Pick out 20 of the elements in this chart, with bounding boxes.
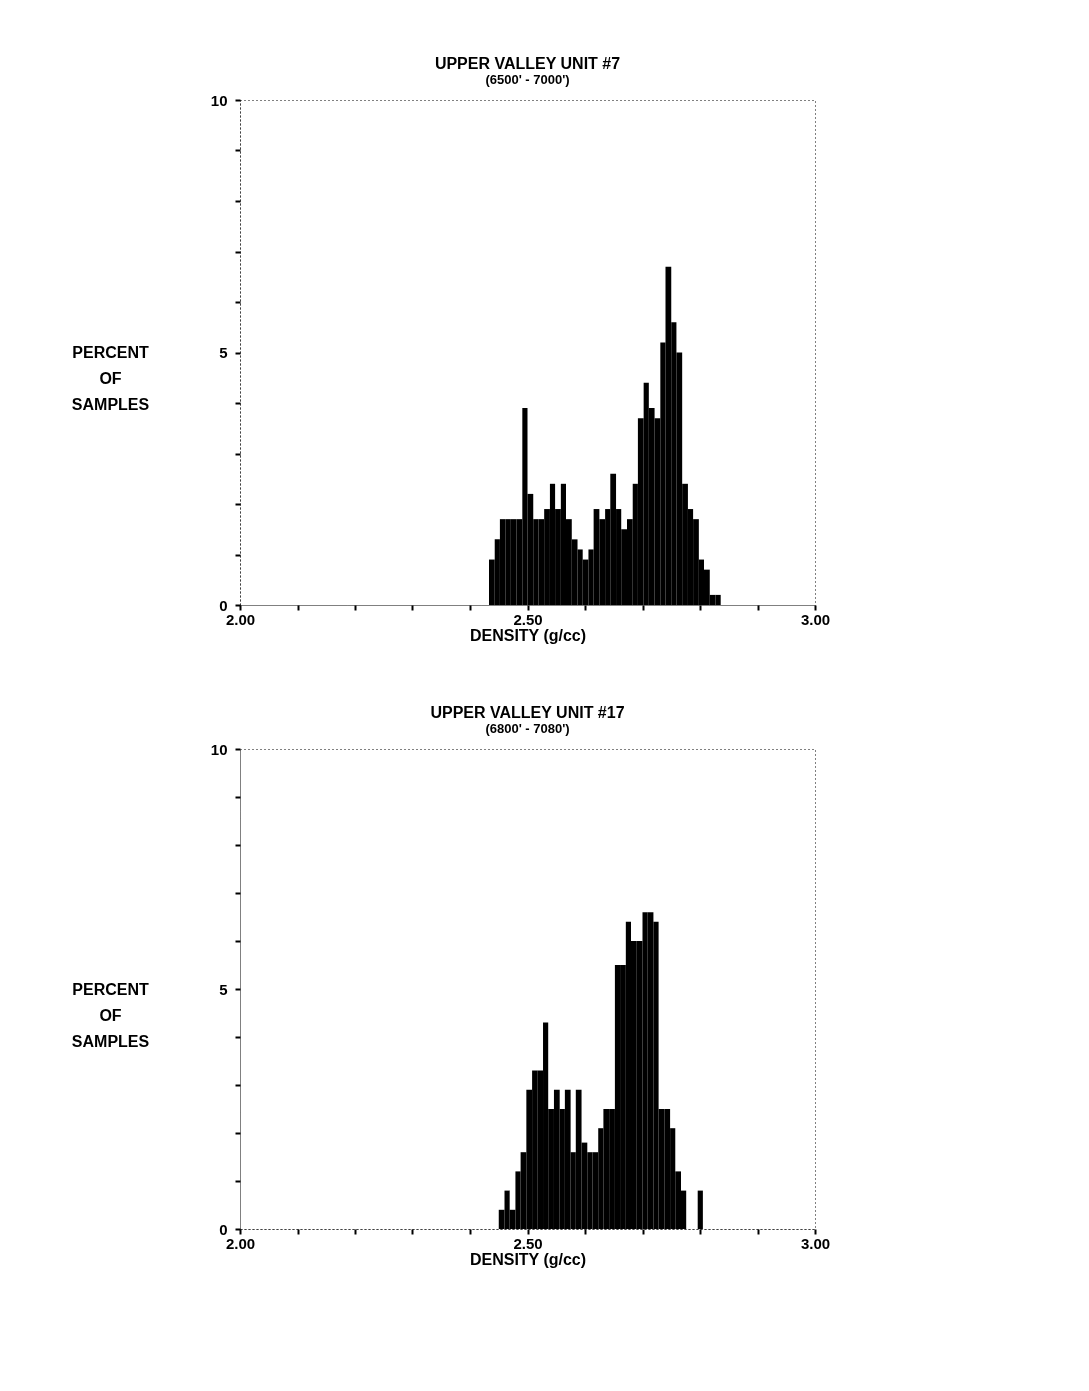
y-tick-label: 0 xyxy=(219,596,228,614)
x-axis-title: DENSITY (g/cc) xyxy=(469,626,587,644)
x-tick-label: 2.50 xyxy=(513,610,543,628)
x-tick-label: 3.00 xyxy=(800,610,831,628)
x-tick-label: 3.00 xyxy=(800,1234,831,1252)
x-tick-label: 2.50 xyxy=(513,1234,543,1252)
chart-title: UPPER VALLEY UNIT #17 xyxy=(430,704,625,721)
x-axis-title: DENSITY (g/cc) xyxy=(469,1250,587,1268)
y-tick-label: 10 xyxy=(210,740,228,758)
x-tick-label: 2.00 xyxy=(225,610,256,628)
chart-subtitle: (6500' - 7000') xyxy=(485,72,570,87)
y-tick-label: 5 xyxy=(219,344,228,361)
chart-title: UPPER VALLEY UNIT #7 xyxy=(434,55,621,72)
y-tick-label: 5 xyxy=(219,980,228,998)
chart-subtitle: (6800' - 7080') xyxy=(485,721,570,736)
x-tick-label: 2.00 xyxy=(225,1234,256,1252)
y-tick-label: 0 xyxy=(219,1220,228,1238)
y-tick-label: 10 xyxy=(210,91,228,109)
y-axis-title: PERCENT OF SAMPLES xyxy=(71,344,150,413)
y-axis-title: PERCENT OF SAMPLES xyxy=(71,980,150,1050)
